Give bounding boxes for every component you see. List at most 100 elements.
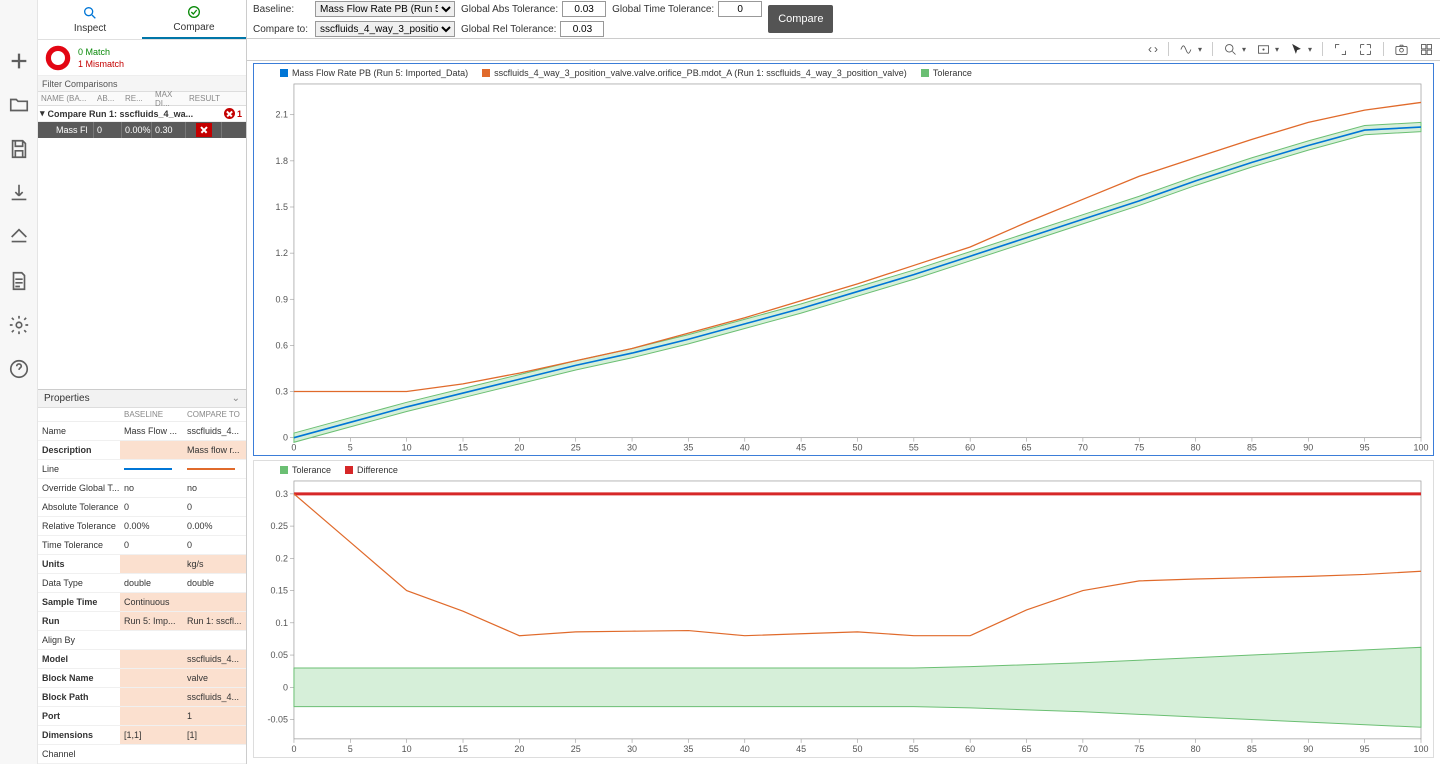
svg-text:55: 55: [909, 744, 919, 754]
help-icon[interactable]: [8, 358, 30, 380]
legend-item: sscfluids_4_way_3_position_valve.valve.o…: [482, 68, 907, 78]
property-row: Absolute Tolerance00: [38, 498, 246, 517]
svg-text:90: 90: [1303, 744, 1313, 754]
fail-icon: [224, 108, 235, 119]
filter-comparisons-label[interactable]: Filter Comparisons: [38, 76, 246, 92]
svg-text:55: 55: [909, 442, 919, 452]
bottom-chart-legend: ToleranceDifference: [280, 465, 398, 475]
property-compare: sscfluids_4...: [183, 422, 246, 440]
compare-toolbar: Baseline: Mass Flow Rate PB (Run 5: Impo…: [247, 0, 1440, 39]
property-row: Channel: [38, 745, 246, 764]
rel-tol-input[interactable]: [560, 21, 604, 37]
property-baseline: [120, 688, 183, 706]
column-header[interactable]: MAX DI...: [152, 92, 186, 105]
settings-icon[interactable]: [8, 314, 30, 336]
legend-label: sscfluids_4_way_3_position_valve.valve.o…: [494, 68, 907, 78]
svg-text:60: 60: [965, 744, 975, 754]
svg-text:5: 5: [348, 442, 353, 452]
legend-label: Mass Flow Rate PB (Run 5: Imported_Data): [292, 68, 468, 78]
svg-text:20: 20: [514, 744, 524, 754]
maximize-icon[interactable]: [1358, 42, 1373, 57]
time-tol-input[interactable]: [718, 1, 762, 17]
baseline-select[interactable]: Mass Flow Rate PB (Run 5: Import: [315, 1, 455, 17]
nav-arrows[interactable]: ‹›: [1148, 42, 1158, 56]
compare-button[interactable]: Compare: [768, 5, 833, 33]
property-baseline: [120, 441, 183, 459]
document-icon[interactable]: [8, 270, 30, 292]
cursor-icon[interactable]: [1289, 42, 1304, 57]
property-key: Absolute Tolerance: [38, 498, 120, 516]
property-baseline: 0: [120, 498, 183, 516]
top-chart[interactable]: Mass Flow Rate PB (Run 5: Imported_Data)…: [253, 63, 1434, 457]
svg-text:80: 80: [1191, 442, 1201, 452]
fit-icon[interactable]: [1256, 42, 1271, 57]
compareto-select[interactable]: sscfluids_4_way_3_position_valv: [315, 21, 455, 37]
svg-text:35: 35: [683, 744, 693, 754]
abs-tol-input[interactable]: [562, 1, 606, 17]
property-baseline: [120, 631, 183, 649]
fail-count: 1: [237, 109, 242, 119]
compare-run-row[interactable]: ▾ Compare Run 1: sscfluids_4_wa... 1: [38, 106, 246, 122]
bottom-chart[interactable]: ToleranceDifference 05101520253035404550…: [253, 460, 1434, 758]
column-header[interactable]: AB...: [94, 92, 122, 105]
signal-row[interactable]: Mass Fl 0 0.00% 0.30: [38, 122, 246, 138]
property-key: Channel: [38, 745, 120, 763]
legend-item: Mass Flow Rate PB (Run 5: Imported_Data): [280, 68, 468, 78]
tab-inspect[interactable]: Inspect: [38, 0, 142, 39]
property-compare: [183, 631, 246, 649]
signal-name: Mass Fl: [38, 122, 94, 138]
rel-tol-label: Global Rel Tolerance:: [461, 24, 556, 35]
svg-text:35: 35: [683, 442, 693, 452]
svg-text:0.9: 0.9: [275, 294, 287, 304]
save-icon[interactable]: [8, 138, 30, 160]
property-row: RunRun 5: Imp...Run 1: sscfl...: [38, 612, 246, 631]
export-icon[interactable]: [8, 226, 30, 248]
column-header[interactable]: RE...: [122, 92, 152, 105]
svg-text:85: 85: [1247, 744, 1257, 754]
svg-text:30: 30: [627, 744, 637, 754]
svg-text:40: 40: [740, 744, 750, 754]
svg-text:95: 95: [1360, 442, 1370, 452]
add-icon[interactable]: [8, 50, 30, 72]
property-key: Units: [38, 555, 120, 573]
property-row: Block Namevalve: [38, 669, 246, 688]
folder-icon[interactable]: [8, 94, 30, 116]
property-compare: sscfluids_4...: [183, 688, 246, 706]
tab-compare[interactable]: Compare: [142, 0, 246, 39]
property-compare: double: [183, 574, 246, 592]
svg-text:65: 65: [1022, 442, 1032, 452]
svg-text:45: 45: [796, 442, 806, 452]
legend-swatch: [280, 466, 288, 474]
svg-text:100: 100: [1414, 442, 1429, 452]
baseline-label: Baseline:: [253, 4, 311, 15]
icon-rail: [0, 0, 38, 764]
property-row: Line: [38, 460, 246, 479]
svg-text:25: 25: [571, 744, 581, 754]
svg-text:2.1: 2.1: [275, 109, 287, 119]
property-key: Block Path: [38, 688, 120, 706]
compare-col-label: COMPARE TO: [183, 408, 246, 421]
grid-icon[interactable]: [1419, 42, 1434, 57]
properties-header[interactable]: Properties ⌄: [38, 390, 246, 408]
expand-icon[interactable]: [1333, 42, 1348, 57]
property-baseline: [120, 669, 183, 687]
column-header[interactable]: RESULT: [186, 92, 222, 105]
column-header[interactable]: NAME (BA...: [38, 92, 94, 105]
tab-inspect-label: Inspect: [74, 23, 106, 34]
zoom-icon[interactable]: [1223, 42, 1238, 57]
property-row: NameMass Flow ...sscfluids_4...: [38, 422, 246, 441]
svg-text:90: 90: [1303, 442, 1313, 452]
property-baseline: [120, 707, 183, 725]
legend-swatch: [921, 69, 929, 77]
svg-text:15: 15: [458, 744, 468, 754]
import-icon[interactable]: [8, 182, 30, 204]
signal-icon[interactable]: [1179, 42, 1194, 57]
plot-toolbar: ‹› ▾ ▾ ▾ ▾: [247, 39, 1440, 60]
abs-tol-label: Global Abs Tolerance:: [461, 4, 558, 15]
snapshot-icon[interactable]: [1394, 42, 1409, 57]
legend-label: Difference: [357, 465, 398, 475]
property-key: Sample Time: [38, 593, 120, 611]
svg-text:85: 85: [1247, 442, 1257, 452]
property-baseline: [1,1]: [120, 726, 183, 744]
signal-abs: 0: [94, 122, 122, 138]
